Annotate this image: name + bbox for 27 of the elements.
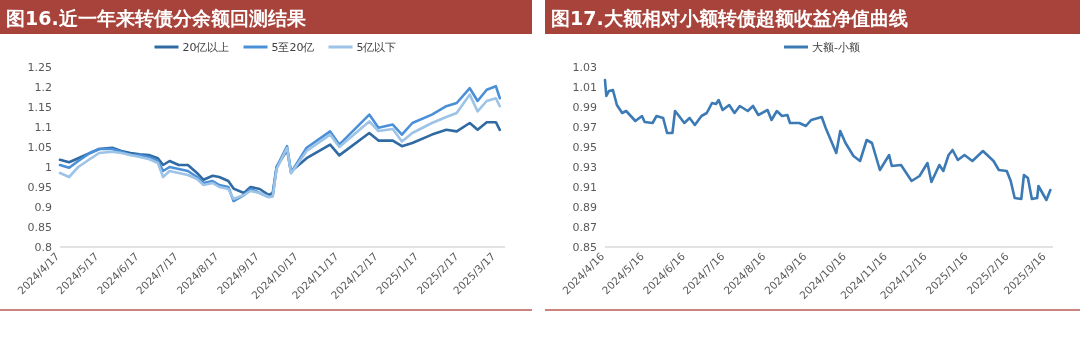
- y-tick-label: 1.05: [27, 141, 52, 154]
- y-tick-label: 0.9: [34, 201, 52, 214]
- legend-label: 5亿以下: [356, 41, 397, 54]
- y-tick-label: 1.2: [34, 81, 52, 94]
- legend-label: 20亿以上: [182, 41, 230, 54]
- y-tick-label: 1.01: [572, 81, 597, 94]
- chart-title: 图17.大额相对小额转债超额收益净值曲线: [551, 7, 908, 29]
- y-tick-label: 0.89: [572, 201, 597, 214]
- legend-label: 5至20亿: [271, 41, 315, 54]
- y-tick-label: 1.15: [27, 101, 52, 114]
- y-tick-label: 0.91: [572, 181, 597, 194]
- y-tick-label: 0.85: [572, 241, 597, 254]
- y-tick-label: 0.95: [27, 181, 52, 194]
- y-tick-label: 0.85: [27, 221, 52, 234]
- y-tick-label: 1.03: [572, 61, 597, 74]
- y-tick-label: 0.99: [572, 101, 597, 114]
- y-tick-label: 1.25: [27, 61, 52, 74]
- legend: 大额-小额: [784, 41, 860, 54]
- y-tick-label: 0.93: [572, 161, 597, 174]
- y-tick-label: 0.97: [572, 121, 597, 134]
- y-tick-label: 1.1: [34, 121, 52, 134]
- y-tick-label: 0.95: [572, 141, 597, 154]
- y-tick-label: 0.8: [34, 241, 52, 254]
- y-tick-label: 0.87: [572, 221, 597, 234]
- legend-label: 大额-小额: [812, 41, 860, 54]
- chart-title: 图16.近一年来转债分余额回测结果: [6, 7, 307, 29]
- y-tick-label: 1: [45, 161, 52, 174]
